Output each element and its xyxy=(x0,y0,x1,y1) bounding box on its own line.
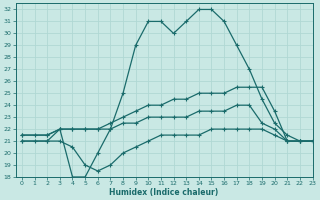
X-axis label: Humidex (Indice chaleur): Humidex (Indice chaleur) xyxy=(109,188,219,197)
